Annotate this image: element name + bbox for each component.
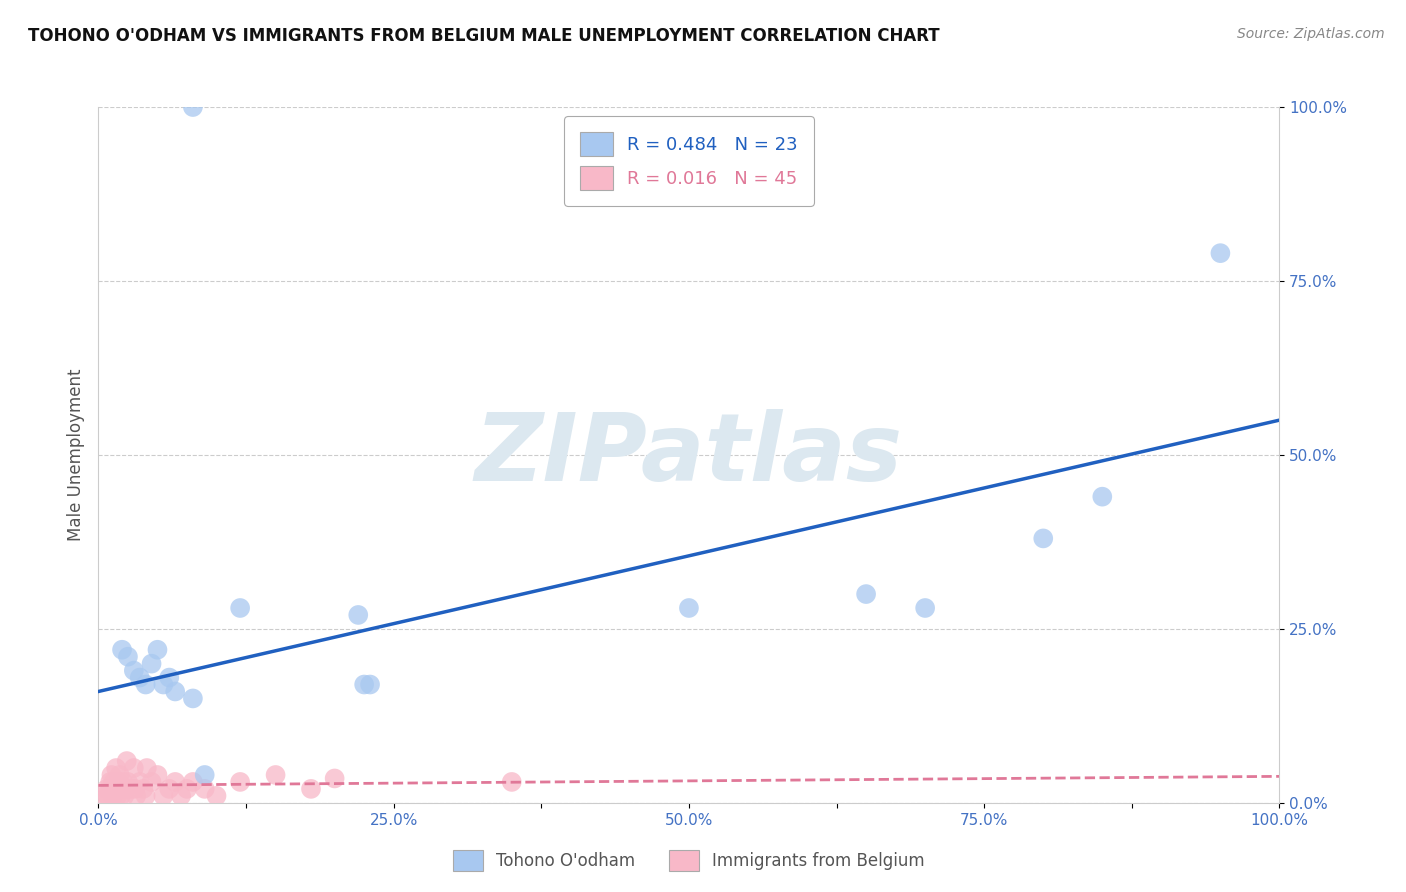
Point — [299, 781, 322, 796]
Point — [98, 781, 121, 796]
Point — [122, 664, 145, 678]
Point — [98, 792, 121, 806]
Point — [105, 789, 128, 803]
Text: Source: ZipAtlas.com: Source: ZipAtlas.com — [1237, 27, 1385, 41]
Point — [229, 601, 252, 615]
Point — [152, 677, 174, 691]
Point — [181, 100, 204, 114]
Point — [135, 789, 157, 803]
Point — [115, 754, 138, 768]
Point — [114, 781, 136, 796]
Point — [359, 677, 381, 691]
Point — [141, 657, 163, 671]
Point — [678, 601, 700, 615]
Y-axis label: Male Unemployment: Male Unemployment — [66, 368, 84, 541]
Point — [194, 768, 217, 782]
Point — [108, 781, 131, 796]
Point — [181, 775, 204, 789]
Point — [128, 671, 150, 685]
Point — [122, 761, 145, 775]
Point — [110, 789, 132, 803]
Point — [157, 781, 180, 796]
Point — [165, 775, 187, 789]
Text: ZIPatlas: ZIPatlas — [475, 409, 903, 501]
Point — [101, 789, 124, 803]
Point — [111, 642, 134, 657]
Point — [157, 671, 180, 685]
Point — [152, 789, 174, 803]
Point — [146, 642, 169, 657]
Point — [100, 768, 122, 782]
Point — [112, 789, 135, 803]
Point — [93, 789, 115, 803]
Point — [132, 781, 155, 796]
Point — [501, 775, 523, 789]
Point — [108, 768, 131, 782]
Point — [170, 789, 193, 803]
Point — [205, 789, 228, 803]
Text: TOHONO O'ODHAM VS IMMIGRANTS FROM BELGIUM MALE UNEMPLOYMENT CORRELATION CHART: TOHONO O'ODHAM VS IMMIGRANTS FROM BELGIU… — [28, 27, 939, 45]
Point — [117, 649, 139, 664]
Point — [98, 775, 121, 789]
Point — [1091, 490, 1114, 504]
Point — [194, 781, 217, 796]
Point — [124, 781, 146, 796]
Point — [135, 677, 157, 691]
Point — [323, 772, 346, 786]
Point — [104, 781, 127, 796]
Point — [353, 677, 375, 691]
Point — [125, 789, 148, 803]
Point — [176, 781, 198, 796]
Point — [121, 781, 143, 796]
Point — [229, 775, 252, 789]
Point — [1032, 532, 1054, 546]
Point — [855, 587, 877, 601]
Point — [165, 684, 187, 698]
Point — [96, 781, 118, 796]
Point — [112, 775, 135, 789]
Point — [914, 601, 936, 615]
Point — [117, 775, 139, 789]
Point — [264, 768, 287, 782]
Point — [135, 761, 157, 775]
Point — [181, 691, 204, 706]
Point — [128, 775, 150, 789]
Legend: Tohono O'odham, Immigrants from Belgium: Tohono O'odham, Immigrants from Belgium — [446, 843, 932, 878]
Point — [97, 789, 120, 803]
Point — [103, 775, 125, 789]
Point — [141, 775, 163, 789]
Point — [111, 781, 134, 796]
Point — [1209, 246, 1232, 260]
Point — [107, 775, 129, 789]
Point — [105, 761, 128, 775]
Point — [347, 607, 370, 622]
Point — [146, 768, 169, 782]
